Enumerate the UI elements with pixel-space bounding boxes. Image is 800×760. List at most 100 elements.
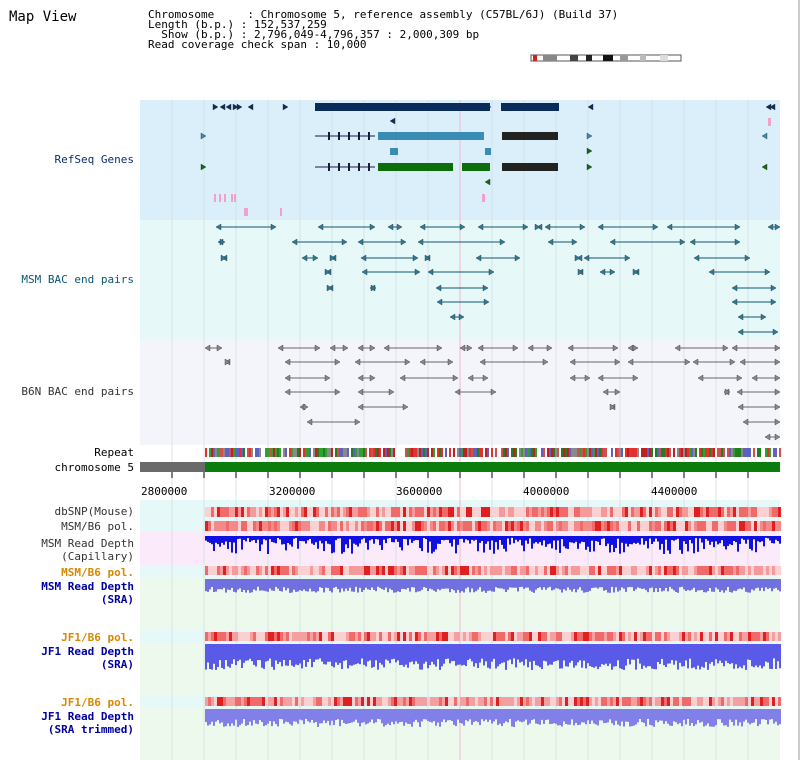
jf1-trim-depth	[455, 709, 457, 727]
jf1-trim-depth	[457, 709, 459, 720]
jf1-trim-depth	[493, 709, 495, 722]
dbsnp-band	[643, 507, 646, 517]
pol-band	[667, 697, 670, 706]
pol-band	[217, 697, 220, 706]
repeat-bar	[739, 448, 741, 457]
jf1-trim-depth	[323, 709, 325, 721]
pol-band	[592, 566, 595, 575]
dbsnp-band	[376, 507, 379, 517]
track-label-b6n-bac[interactable]: B6N BAC end pairs	[21, 385, 134, 398]
jf1-trim-depth	[751, 709, 753, 724]
msm-cap-depth	[725, 536, 727, 550]
b6n-bac-pair-end	[736, 388, 743, 396]
jf1-trim-depth	[419, 709, 421, 727]
jf1-sra-depth	[257, 644, 259, 661]
pol-band	[709, 632, 712, 641]
jf1-sra-depth	[323, 644, 325, 665]
repeat-bar	[263, 448, 265, 457]
pink-mark	[231, 194, 233, 202]
pol-band	[454, 566, 457, 575]
jf1-sra-depth	[491, 644, 493, 662]
pol-band	[340, 632, 343, 641]
pink-mark	[244, 208, 248, 216]
jf1-trim-depth	[545, 709, 547, 720]
pol-band	[370, 521, 373, 531]
msm-cap-depth	[709, 536, 711, 545]
msm-cap-depth	[467, 536, 469, 541]
jf1-sra-depth	[453, 644, 455, 661]
msm-cap-depth	[655, 536, 657, 539]
pol-band	[379, 697, 382, 706]
pol-band	[718, 632, 721, 641]
pol-band	[310, 632, 313, 641]
jf1-trim-depth	[451, 709, 453, 722]
dbsnp-band	[607, 507, 610, 517]
jf1-trim-depth	[249, 709, 251, 722]
b6n-bac-pair-end	[632, 374, 639, 382]
dbsnp-band	[631, 507, 634, 517]
jf1-sra-depth	[481, 644, 483, 659]
pol-band	[397, 566, 400, 575]
pol-band	[442, 566, 445, 575]
msm-bac-pair-end	[731, 284, 738, 292]
jf1-trim-depth	[587, 709, 589, 721]
pol-band	[610, 566, 613, 575]
pol-band	[403, 566, 406, 575]
msm-cap-depth	[653, 536, 655, 542]
pol-band	[718, 566, 721, 575]
jf1-sra-depth	[759, 644, 761, 666]
dbsnp-band	[514, 507, 517, 517]
track-label-msm-bac[interactable]: MSM BAC end pairs	[21, 273, 134, 286]
msm-cap-depth	[261, 536, 263, 545]
msm-cap-depth	[757, 536, 759, 542]
pol-band	[670, 697, 673, 706]
b6n-bac-pair-end	[277, 344, 284, 352]
jf1-trim-depth	[755, 709, 757, 720]
repeat-bar	[223, 448, 225, 457]
pol-band	[328, 697, 331, 706]
repeat-bar	[339, 448, 341, 457]
msm-cap-depth	[529, 536, 531, 539]
pol-band	[364, 566, 367, 575]
pol-band	[637, 566, 640, 575]
jf1-trim-depth	[761, 709, 763, 720]
dbsnp-band	[610, 507, 613, 517]
jf1-trim-depth	[499, 709, 501, 724]
repeat-bar	[557, 448, 559, 457]
msm-sra-depth	[339, 579, 341, 593]
msm-cap-depth	[645, 536, 647, 542]
jf1-sra-depth	[581, 644, 583, 668]
track-label-refseq[interactable]: RefSeq Genes	[54, 153, 134, 166]
pol-band	[610, 632, 613, 641]
pol-band	[541, 566, 544, 575]
repeat-bar	[583, 448, 585, 457]
msm-cap-depth	[649, 536, 651, 539]
jf1-trim-depth	[501, 709, 503, 727]
pol-band	[559, 566, 562, 575]
msm-cap-depth	[759, 536, 761, 543]
pol-band	[700, 566, 703, 575]
pol-band	[616, 566, 619, 575]
jf1-trim-depth	[337, 709, 339, 720]
pol-band	[316, 521, 319, 531]
pol-band	[232, 521, 235, 531]
gene-strand-marker	[586, 147, 593, 155]
refseq-gene	[328, 163, 330, 171]
jf1-sra-depth	[439, 644, 441, 670]
pol-band	[697, 521, 700, 531]
jf1-trim-depth	[665, 709, 667, 722]
repeat-bar	[767, 448, 769, 457]
dbsnp-band	[574, 507, 577, 517]
msm-cap-depth	[551, 536, 553, 549]
pol-band	[469, 521, 472, 531]
jf1-sra-depth	[369, 644, 371, 661]
repeat-bar	[471, 448, 473, 457]
msm-sra-depth	[619, 579, 621, 591]
dbsnp-band	[538, 507, 541, 517]
jf1-trim-depth	[339, 709, 341, 727]
pol-band	[340, 566, 343, 575]
b6n-bac-pair-end	[402, 403, 409, 411]
repeat-bar	[695, 448, 697, 457]
msm-cap-depth	[481, 536, 483, 542]
